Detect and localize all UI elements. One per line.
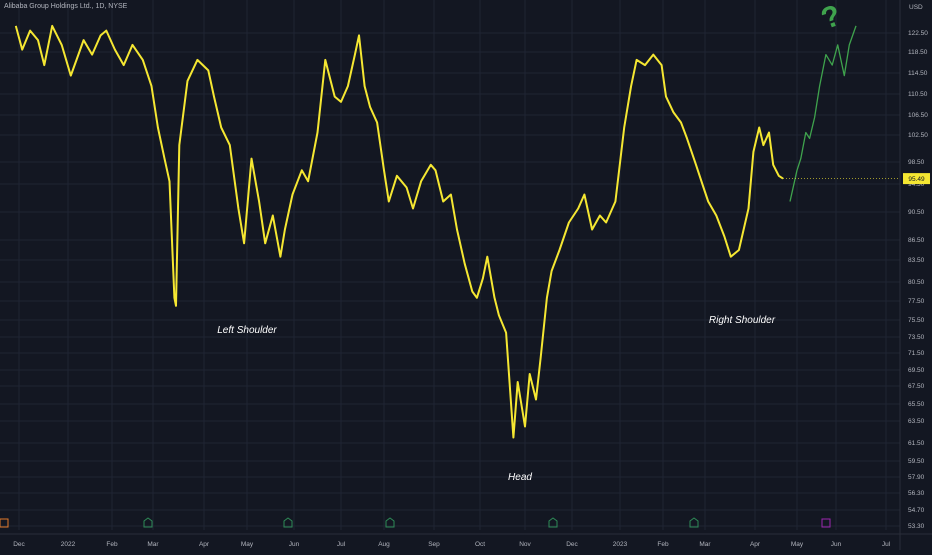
dividend-icon[interactable] — [689, 517, 699, 528]
x-tick-label: Jul — [882, 541, 891, 548]
y-tick-label: 67.50 — [908, 383, 925, 390]
y-tick-label: 90.50 — [908, 209, 925, 216]
earnings-icon[interactable] — [0, 518, 9, 528]
y-tick-label: 94.50 — [908, 181, 925, 188]
chart-series — [14, 24, 900, 439]
y-tick-label: 73.50 — [908, 334, 925, 341]
y-tick-label: 63.50 — [908, 418, 925, 425]
y-tick-label: 71.50 — [908, 350, 925, 357]
price-line-actual — [14, 24, 784, 439]
x-tick-label: Apr — [750, 541, 761, 548]
y-tick-label: 69.50 — [908, 367, 925, 374]
dividend-icon[interactable] — [385, 517, 395, 528]
x-tick-label: Mar — [699, 541, 711, 548]
x-tick-label: Jun — [831, 541, 842, 548]
last-price-tag: 95.49 — [903, 173, 930, 185]
x-tick-label: Dec — [13, 541, 25, 548]
y-tick-label: 77.50 — [908, 298, 925, 305]
y-tick-label: 75.50 — [908, 317, 925, 324]
y-tick-label: 80.50 — [908, 279, 925, 286]
y-tick-label: 65.50 — [908, 401, 925, 408]
currency-label: USD — [909, 4, 923, 11]
y-tick-label: 118.50 — [908, 49, 928, 56]
x-tick-label: May — [241, 541, 254, 548]
chart-grid — [0, 0, 900, 530]
y-tick-label: 86.50 — [908, 237, 925, 244]
event-icon[interactable] — [821, 518, 831, 528]
chart-title: Alibaba Group Holdings Ltd., 1D, NYSE — [4, 3, 128, 10]
y-tick-label: 102.50 — [908, 132, 928, 139]
right-shoulder-label: Right Shoulder — [709, 315, 776, 326]
price-line-projection — [789, 25, 857, 202]
x-tick-label: Sep — [428, 541, 440, 548]
y-tick-label: 61.50 — [908, 440, 925, 447]
dividend-icon[interactable] — [283, 517, 293, 528]
y-tick-label: 106.50 — [908, 112, 928, 119]
x-tick-label: 2022 — [61, 541, 76, 548]
x-tick-label: May — [791, 541, 804, 548]
dividend-icon[interactable] — [143, 517, 153, 528]
y-axis[interactable]: USD 122.50 118.50 114.50 110.50 106.50 102.50… — [899, 0, 928, 550]
x-tick-label: Nov — [519, 541, 531, 548]
x-tick-label: Apr — [199, 541, 210, 548]
x-tick-label: Feb — [106, 541, 118, 548]
x-tick-label: Feb — [657, 541, 669, 548]
y-tick-label: 83.50 — [908, 257, 925, 264]
left-shoulder-label: Left Shoulder — [217, 325, 277, 336]
x-tick-label: Mar — [147, 541, 159, 548]
y-tick-label: 57.90 — [908, 474, 925, 481]
x-tick-label: Jun — [289, 541, 300, 548]
head-label: Head — [508, 472, 532, 483]
event-markers[interactable] — [0, 517, 831, 528]
y-tick-label: 59.50 — [908, 458, 925, 465]
x-tick-label: Dec — [566, 541, 578, 548]
x-tick-label: Oct — [475, 541, 485, 548]
x-tick-label: 2023 — [613, 541, 628, 548]
dividend-icon[interactable] — [548, 517, 558, 528]
y-tick-label: 110.50 — [908, 91, 928, 98]
y-tick-label: 54.70 — [908, 507, 925, 514]
y-tick-label: 53.30 — [908, 523, 925, 530]
last-price-value: 95.49 — [908, 176, 925, 183]
x-tick-label: Jul — [337, 541, 346, 548]
y-tick-label: 122.50 — [908, 30, 928, 37]
x-axis[interactable]: Dec 2022 Feb Mar Apr May Jun Jul Aug Sep Oct Nov Dec… — [0, 533, 932, 548]
y-tick-label: 56.30 — [908, 490, 925, 497]
y-tick-label: 114.50 — [908, 70, 928, 77]
y-tick-label: 98.50 — [908, 159, 925, 166]
last-price-badge — [903, 173, 930, 185]
x-tick-label: Aug — [378, 541, 390, 548]
